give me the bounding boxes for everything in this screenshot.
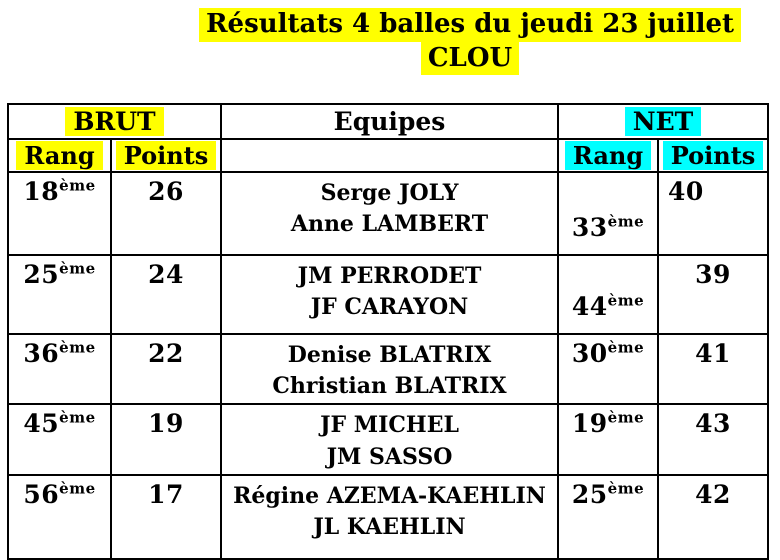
header-brut-rang: Rang [7,138,112,173]
header-net-rang: Rang [557,138,659,173]
brut-points-cell: 24 [110,254,222,335]
ordinal-suffix: ème [607,212,645,231]
title-line-1: Résultats 4 balles du jeudi 23 juillet [198,8,742,42]
team-member-2: Anne LAMBERT [290,211,489,238]
brut-rank-cell: 36ème [7,332,112,406]
net-points-cell: 41 [656,332,770,406]
header-net-points: Points [656,138,770,173]
net-points-cell: 40 [656,171,770,256]
net-rank-cell: 44ème [557,254,659,335]
ordinal-suffix: ème [607,291,645,310]
ordinal-suffix: ème [607,479,645,498]
title-line-2: CLOU [420,41,520,76]
table-row: 56ème 17 Régine AZEMA-KAEHLIN JL KAEHLIN… [7,473,770,560]
team-member-1: JF MICHEL [320,412,459,439]
brut-points-cell: 17 [110,473,222,560]
header-brut-rang-label: Rang [16,141,103,170]
header-net-rang-label: Rang [564,141,652,170]
header-equipes-spacer [220,138,559,173]
header-brut-label: BRUT [65,107,164,136]
ordinal-suffix: ème [59,176,96,195]
header-group-row: BRUT Equipes NET [7,103,770,140]
brut-points-cell: 22 [110,332,222,406]
header-brut-points-label: Points [115,141,217,170]
brut-rank-cell: 56ème [7,473,112,560]
brut-rank-cell: 18ème [7,171,112,256]
header-net-points-label: Points [662,141,764,170]
net-rank-cell: 30ème [557,332,659,406]
ordinal-suffix: ème [59,338,96,357]
net-rank-cell: 25ème [557,473,659,560]
table-row: 18ème 26 Serge JOLY Anne LAMBERT 33ème 4… [7,171,770,256]
team-member-1: JM PERRODET [297,263,482,289]
brut-points-cell: 26 [110,171,222,256]
ordinal-suffix: ème [59,409,96,428]
net-rank-cell: 19ème [557,403,659,476]
net-rank-value: 19 [571,409,608,439]
team-member-1: Serge JOLY [320,180,459,206]
brut-points-cell: 19 [110,403,222,476]
net-rank-value: 30 [571,339,608,368]
team-cell: JM PERRODET JF CARAYON [220,254,559,335]
ordinal-suffix: ème [59,259,96,278]
team-member-1: Régine AZEMA-KAEHLIN [233,482,546,509]
team-member-2: JM SASSO [326,443,453,470]
brut-rank-cell: 25ème [7,254,112,335]
header-columns-row: Rang Points Rang Points [7,138,770,173]
brut-rank-value: 56 [23,479,60,509]
table-row: 25ème 24 JM PERRODET JF CARAYON 44ème 39 [7,254,770,335]
brut-rank-value: 45 [23,409,60,439]
team-cell: Régine AZEMA-KAEHLIN JL KAEHLIN [220,473,559,560]
header-brut: BRUT [7,103,222,140]
header-net: NET [556,103,770,140]
brut-rank-cell: 45ème [7,403,112,476]
header-brut-points: Points [110,138,222,173]
team-member-2: JF CARAYON [310,294,469,321]
team-member-2: Christian BLATRIX [272,373,507,400]
header-equipes: Equipes [220,103,559,140]
brut-rank-value: 36 [23,339,60,368]
brut-rank-value: 25 [23,260,60,289]
team-member-1: Denise BLATRIX [287,342,492,368]
team-cell: Serge JOLY Anne LAMBERT [220,171,559,256]
brut-rank-value: 18 [23,177,60,206]
title-row-1: Résultats 4 balles du jeudi 23 juillet [160,8,780,42]
net-points-cell: 43 [656,403,770,476]
table-row: 36ème 22 Denise BLATRIX Christian BLATRI… [7,332,770,406]
page-title: Résultats 4 balles du jeudi 23 juillet C… [0,0,780,76]
header-equipes-label: Equipes [333,107,446,136]
header-net-label: NET [624,107,702,136]
results-table: BRUT Equipes NET Rang Points Rang Points… [7,103,770,560]
net-rank-cell: 33ème [557,171,659,256]
ordinal-suffix: ème [607,338,645,357]
ordinal-suffix: ème [607,409,645,428]
table-row: 45ème 19 JF MICHEL JM SASSO 19ème 43 [7,403,770,476]
title-row-2: CLOU [160,41,780,76]
net-points-cell: 39 [656,254,770,335]
net-rank-value: 44 [571,292,608,321]
team-cell: Denise BLATRIX Christian BLATRIX [220,332,559,406]
net-rank-value: 33 [571,213,608,242]
team-cell: JF MICHEL JM SASSO [220,403,559,476]
net-points-cell: 42 [656,473,770,560]
team-member-2: JL KAEHLIN [313,514,466,541]
net-rank-value: 25 [571,479,608,509]
ordinal-suffix: ème [59,479,96,498]
